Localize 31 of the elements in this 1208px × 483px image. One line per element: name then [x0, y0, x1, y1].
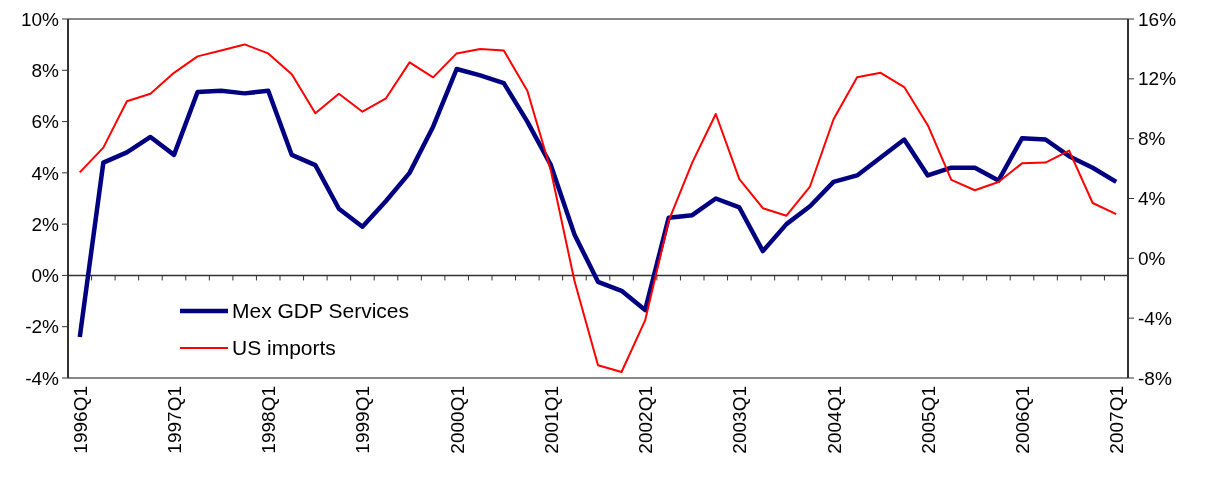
- x-tick-label: 1998Q1: [258, 386, 280, 454]
- y2-tick-label: 8%: [1138, 128, 1166, 150]
- y-tick-label: 6%: [31, 111, 60, 133]
- y-tick-label: -4%: [25, 367, 60, 389]
- y-tick-label: 2%: [31, 213, 60, 235]
- y-tick-label: 4%: [31, 162, 60, 184]
- x-tick-label: 2001Q1: [540, 386, 562, 454]
- legend-label: Mex GDP Services: [232, 299, 409, 323]
- y-tick-label: 8%: [31, 59, 60, 81]
- x-tick-label: 2005Q1: [917, 386, 939, 454]
- x-tick-label: 1997Q1: [164, 386, 185, 454]
- x-tick-label: 2002Q1: [635, 386, 657, 454]
- y-tick-label: -2%: [25, 316, 60, 338]
- x-tick-label: 2003Q1: [729, 386, 751, 454]
- y-tick-label: 10%: [20, 8, 60, 30]
- x-tick-label: 2006Q1: [1012, 386, 1033, 454]
- y2-tick-label: 4%: [1138, 188, 1166, 210]
- x-tick-label: 2004Q1: [823, 386, 845, 454]
- x-tick-label: 2000Q1: [446, 386, 468, 454]
- legend-label: US imports: [232, 336, 336, 360]
- line-series: [78, 43, 1118, 374]
- y2-tick-label: 16%: [1138, 8, 1177, 30]
- x-tick-label: 1999Q1: [352, 386, 374, 454]
- y-tick-label: 0%: [31, 265, 60, 287]
- y2-tick-label: 12%: [1138, 68, 1177, 90]
- y2-tick-label: -4%: [1138, 307, 1172, 329]
- line-series: [77, 66, 1119, 340]
- y2-tick-label: -8%: [1138, 367, 1172, 389]
- x-tick-label: 2007Q1: [1106, 386, 1128, 454]
- x-tick-label: 1996Q1: [69, 386, 91, 454]
- y2-tick-label: 0%: [1138, 247, 1166, 269]
